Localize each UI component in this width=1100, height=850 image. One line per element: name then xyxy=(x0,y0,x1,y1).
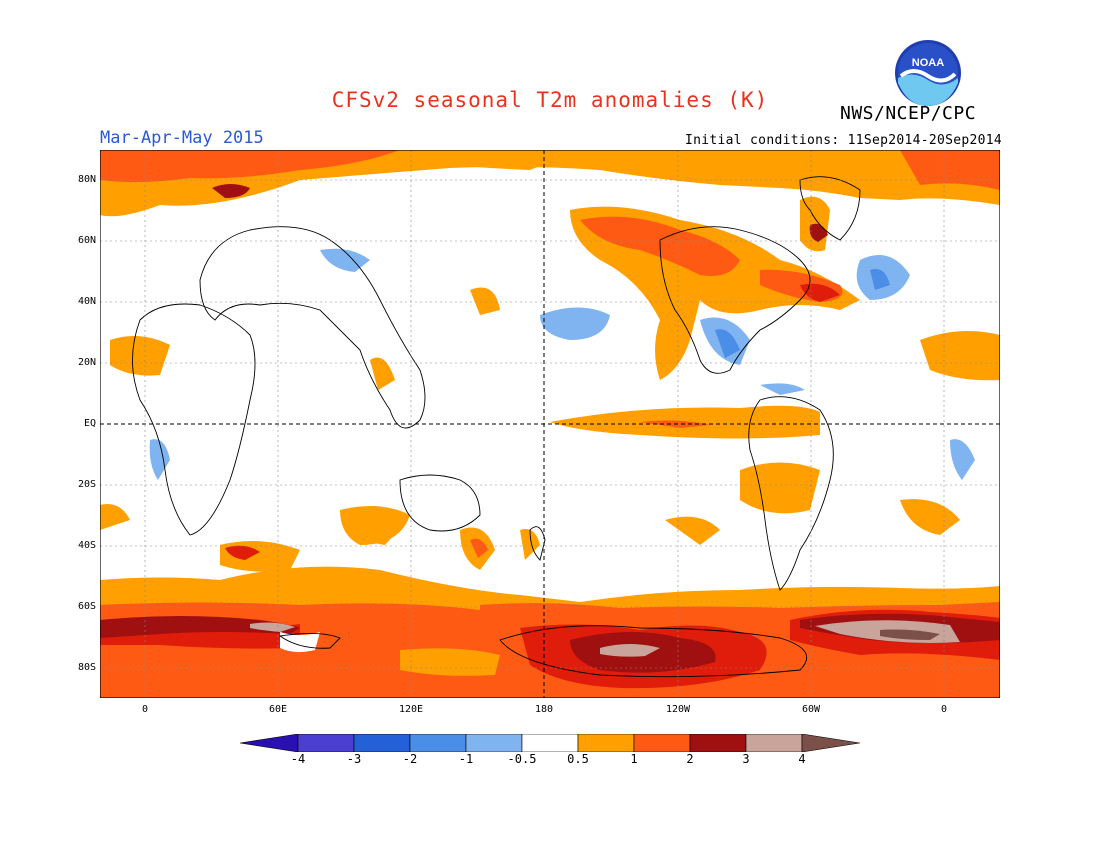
cool-patches xyxy=(149,248,975,480)
lon-label-60w: 60W xyxy=(801,704,821,715)
colorbar xyxy=(240,734,860,752)
colorbar-bin-4 xyxy=(465,734,523,752)
lat-label-eq: EQ xyxy=(83,418,96,429)
lat-label-60n: 60N xyxy=(77,235,96,246)
lat-label-20n: 20N xyxy=(77,357,96,368)
colorbar-label-minus4: -4 xyxy=(290,752,306,766)
colorbar-bin-1 xyxy=(297,734,355,752)
colorbar-bin-2 xyxy=(353,734,411,752)
colorbar-label-05: 0.5 xyxy=(567,752,589,766)
colorbar-label-minus05: -0.5 xyxy=(507,752,537,766)
lat-label-80s: 80S xyxy=(77,662,96,673)
agency-label: NWS/NCEP/CPC xyxy=(840,103,977,124)
lon-label-0-east: 0 xyxy=(940,704,948,715)
colorbar-label-3: 3 xyxy=(742,752,750,766)
colorbar-label-minus2: -2 xyxy=(402,752,418,766)
colorbar-bin-9 xyxy=(745,734,803,752)
colorbar-bin-8 xyxy=(689,734,747,752)
colorbar-arrow-right xyxy=(801,734,860,752)
lon-label-120e: 120E xyxy=(398,704,424,715)
scattered-warm-patches xyxy=(100,287,1000,572)
initial-conditions-label: Initial conditions: 11Sep2014-20Sep2014 xyxy=(685,133,1002,148)
colorbar-label-minus1: -1 xyxy=(458,752,474,766)
colorbar-label-1: 1 xyxy=(630,752,638,766)
lon-label-180: 180 xyxy=(534,704,554,715)
lat-label-40n: 40N xyxy=(77,296,96,307)
lon-label-120w: 120W xyxy=(665,704,691,715)
lat-label-60s: 60S xyxy=(77,601,96,612)
colorbar-bin-3 xyxy=(409,734,467,752)
logo-text: NOAA xyxy=(912,57,944,69)
lon-label-0-west: 0 xyxy=(141,704,149,715)
northern-warm-bands xyxy=(100,150,1000,217)
colorbar-label-minus3: -3 xyxy=(346,752,362,766)
map-title: CFSv2 seasonal T2m anomalies (K) xyxy=(331,88,769,112)
lon-label-60e: 60E xyxy=(268,704,288,715)
equator-and-dateline xyxy=(100,150,1000,698)
colorbar-bin-7 xyxy=(633,734,691,752)
colorbar-bin-6 xyxy=(577,734,635,752)
lat-label-40s: 40S xyxy=(77,540,96,551)
gridlines xyxy=(100,150,1000,698)
lat-label-20s: 20S xyxy=(77,479,96,490)
colorbar-arrow-left xyxy=(240,734,299,752)
noaa-logo: NOAA xyxy=(893,38,963,108)
lat-label-80n: 80N xyxy=(77,174,96,185)
season-label: Mar-Apr-May 2015 xyxy=(100,128,264,148)
colorbar-label-4: 4 xyxy=(798,752,806,766)
coastlines xyxy=(132,176,861,678)
colorbar-label-2: 2 xyxy=(686,752,694,766)
colorbar-bin-5 xyxy=(521,734,579,752)
anomaly-map xyxy=(100,150,1000,698)
